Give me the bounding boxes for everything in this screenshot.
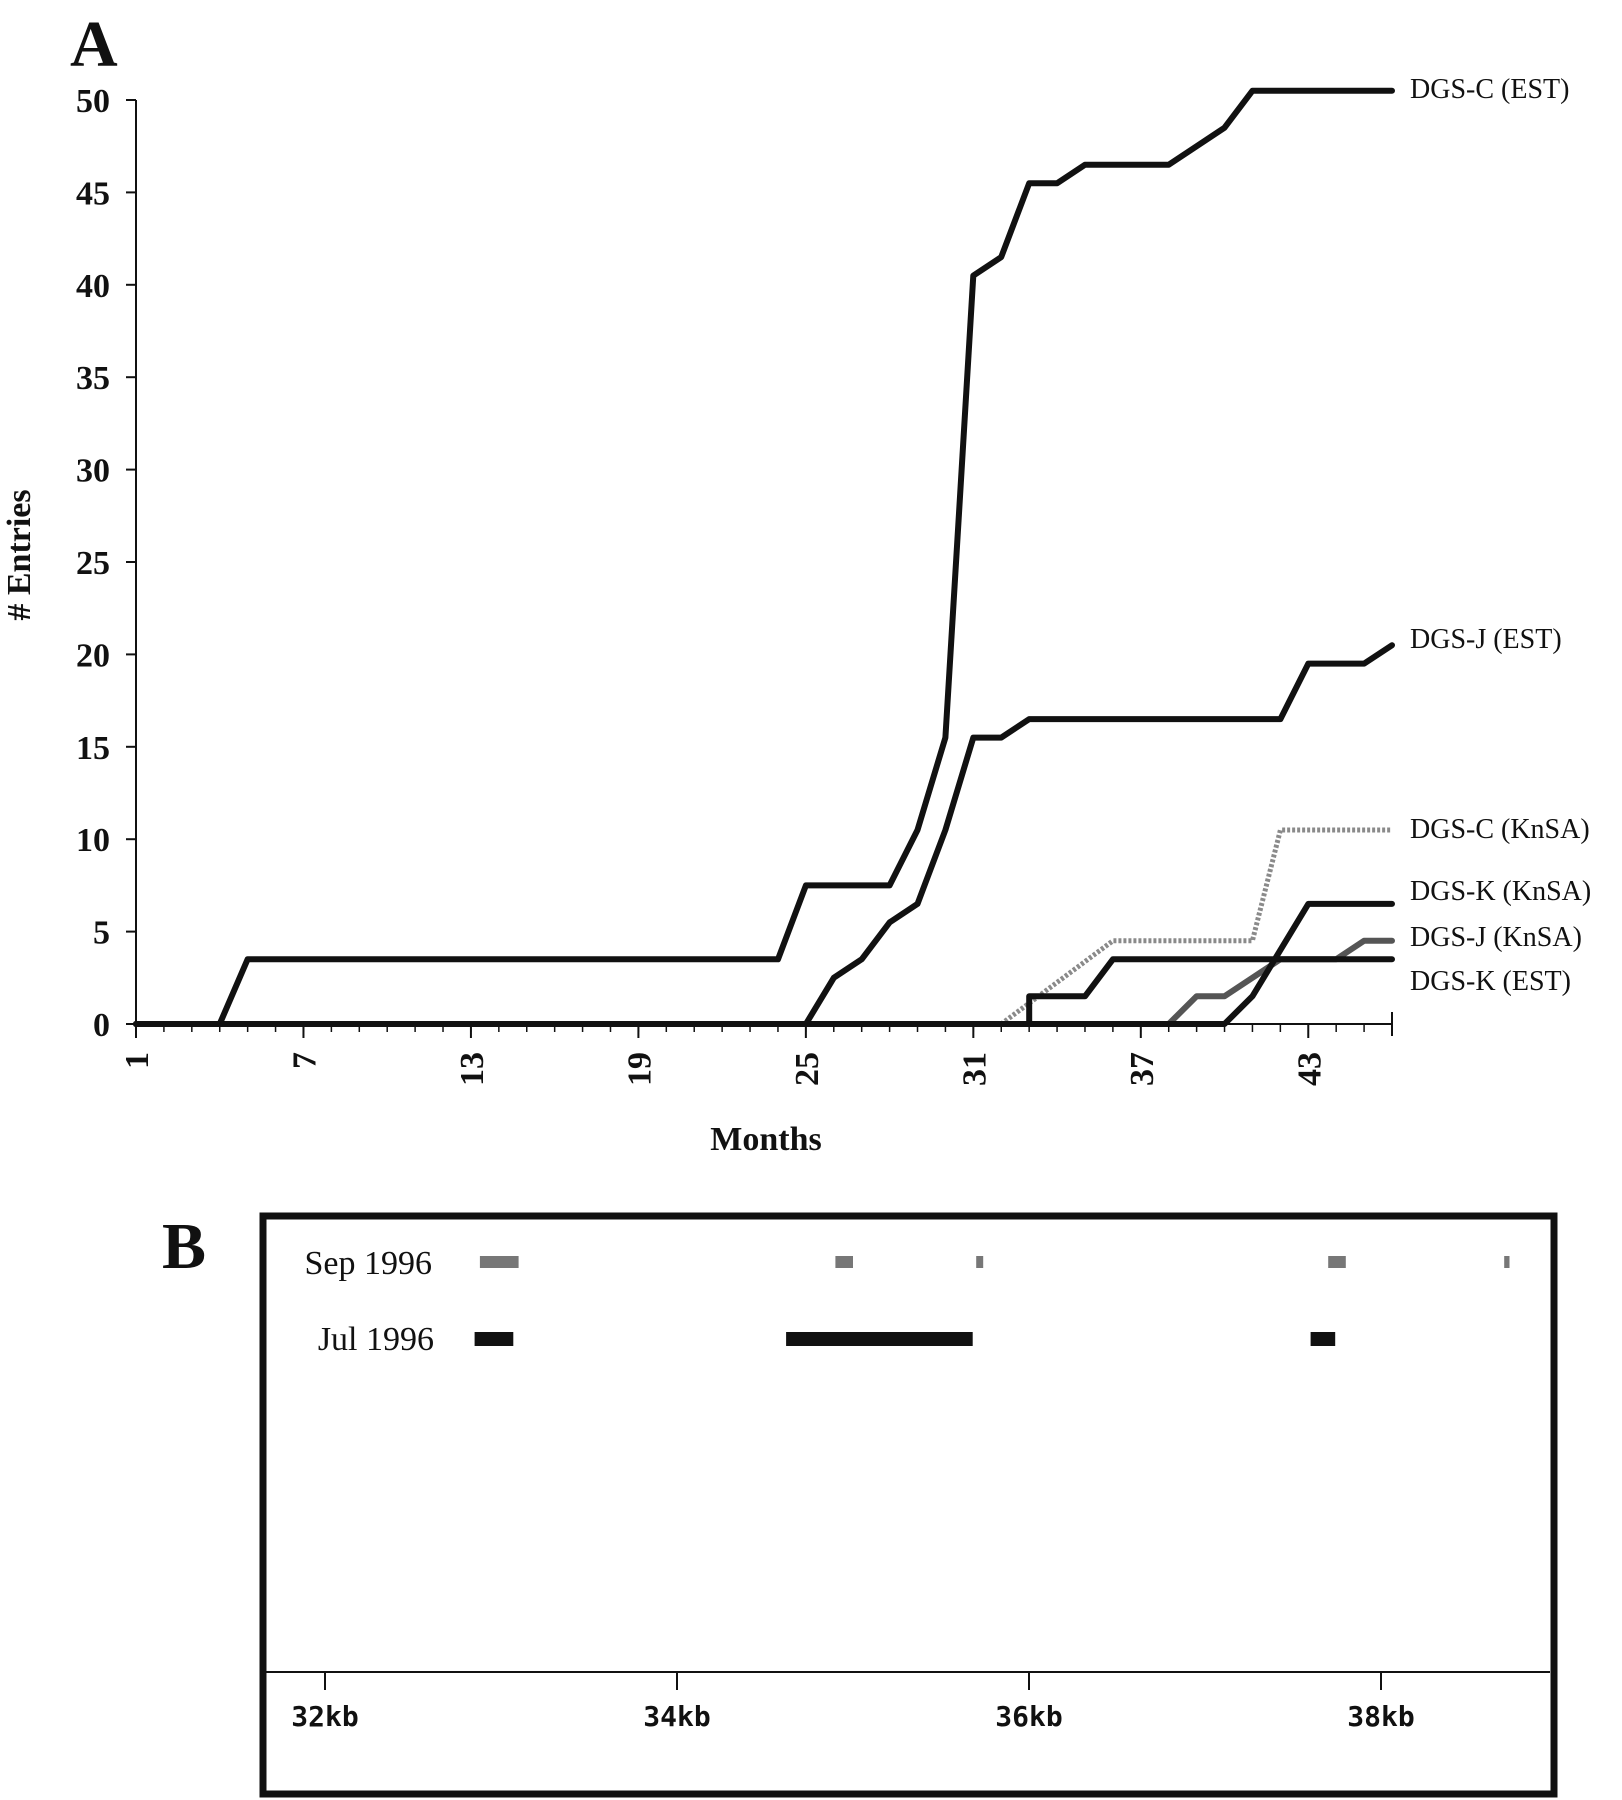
x-axis-title: Months: [710, 1121, 821, 1158]
timeline-segment-1-2: [1310, 1332, 1336, 1346]
series-line-1: [133, 642, 1395, 1027]
y-tick-label: 0: [93, 1007, 110, 1044]
y-tick-label: 10: [76, 822, 110, 859]
timeline-segment-0-3: [1328, 1256, 1346, 1268]
x-tick-label: 7: [286, 1052, 323, 1069]
series-label-1: DGS-J (EST): [1410, 624, 1562, 655]
timeline-tick-label: 36kb: [995, 1700, 1062, 1733]
chart-a-series-labels: DGS-C (EST) DGS-J (EST) DGS-C (KnSA) DGS-K …: [1410, 74, 1591, 997]
y-tick-label: 40: [76, 268, 110, 305]
chart-b: Sep 1996 Jul 1996 32kb 34kb 36kb 38kb: [291, 1245, 1510, 1733]
timeline-segment-0-4: [1504, 1256, 1510, 1268]
timeline-segment-1-0: [474, 1332, 514, 1346]
x-tick-label: 19: [621, 1052, 658, 1086]
y-tick-label: 50: [76, 83, 110, 120]
x-tick-label: 43: [1291, 1052, 1328, 1086]
series-label-3: DGS-K (KnSA): [1410, 876, 1591, 907]
y-tick-label: 30: [76, 453, 110, 490]
y-tick-label: 25: [76, 545, 110, 582]
y-axis-title: # Entries: [1, 489, 38, 620]
timeline-row-label-1: Jul 1996: [318, 1321, 434, 1358]
panel-b-letter: B: [162, 1210, 206, 1283]
chart-a-axes: 0 5 10 15 20 25 30 35 40 45 50 1 7 13 19 25 31 37 43: [76, 83, 1393, 1086]
y-tick-label: 5: [93, 915, 110, 952]
chart-a-series: [133, 87, 1395, 1027]
series-line-3: [133, 900, 1395, 1027]
series-line-0: [133, 87, 1395, 1027]
timeline-segment-1-1: [786, 1332, 973, 1346]
x-tick-label: 1: [119, 1052, 156, 1069]
timeline-segment-0-1: [835, 1256, 853, 1268]
y-tick-label: 35: [76, 360, 110, 397]
timeline-frame: [259, 1212, 1558, 1798]
series-line-4: [133, 937, 1395, 1027]
y-tick-label: 15: [76, 730, 110, 767]
series-line-5: [133, 956, 1395, 1027]
series-label-5: DGS-K (EST): [1410, 966, 1571, 997]
y-tick-label: 45: [76, 175, 110, 212]
y-tick-label: 20: [76, 637, 110, 674]
x-tick-label: 31: [956, 1052, 993, 1086]
series-label-0: DGS-C (EST): [1410, 74, 1569, 105]
x-tick-label: 37: [1124, 1052, 1161, 1086]
x-tick-label: 25: [789, 1052, 826, 1086]
x-tick-label: 13: [454, 1052, 491, 1086]
series-label-4: DGS-J (KnSA): [1410, 922, 1582, 953]
panel-a-letter: A: [70, 8, 118, 81]
timeline-segment-0-2: [976, 1256, 984, 1268]
timeline-tick-label: 34kb: [643, 1700, 710, 1733]
timeline-row-label-0: Sep 1996: [305, 1245, 433, 1282]
series-label-2: DGS-C (KnSA): [1410, 814, 1590, 845]
timeline-tick-label: 32kb: [291, 1700, 358, 1733]
chart-a: 0 5 10 15 20 25 30 35 40 45 50 1 7 13 19 25 31 37 43 DGS-C…: [76, 74, 1591, 1086]
timeline-segment-0-0: [479, 1256, 519, 1268]
timeline-tick-label: 38kb: [1347, 1700, 1414, 1733]
